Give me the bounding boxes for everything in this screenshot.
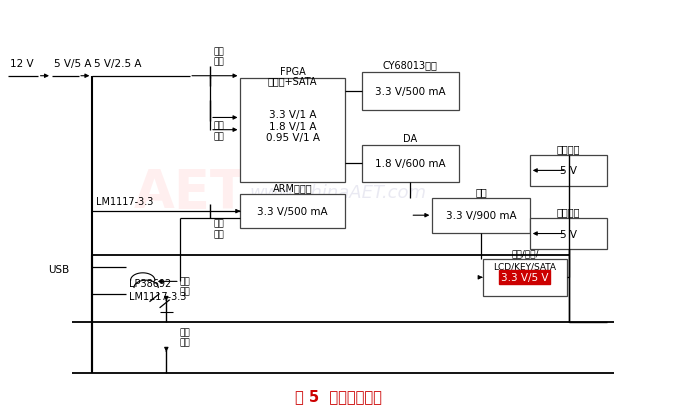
Text: 电流
检测: 电流 检测 [214, 47, 224, 66]
Bar [362, 146, 459, 182]
Text: LP38692: LP38692 [129, 279, 172, 289]
Text: 电流
检测: 电流 检测 [214, 219, 224, 238]
Text: 时钟: 时钟 [475, 187, 487, 196]
Text: 下变频板: 下变频板 [557, 207, 580, 217]
Text: 3.3 V/5 V: 3.3 V/5 V [501, 273, 548, 283]
Bar [483, 259, 567, 296]
Bar [530, 156, 607, 186]
Text: 电流
检测: 电流 检测 [180, 276, 191, 296]
Text: 5 V: 5 V [560, 166, 577, 176]
Text: LM1117-3.3: LM1117-3.3 [95, 197, 153, 207]
Text: 串口/网口/: 串口/网口/ [511, 248, 539, 257]
Text: 5 V/5 A: 5 V/5 A [54, 59, 91, 69]
Bar [530, 219, 607, 249]
Text: FPGA: FPGA [280, 67, 306, 76]
Text: ARM核心板: ARM核心板 [272, 182, 312, 192]
Text: USB: USB [49, 265, 70, 274]
Text: LM1117-3.3: LM1117-3.3 [129, 291, 187, 301]
Text: 5 V: 5 V [560, 229, 577, 239]
Text: 5 V/2.5 A: 5 V/2.5 A [94, 59, 142, 69]
Text: 1.8 V/600 mA: 1.8 V/600 mA [375, 159, 445, 169]
Text: 核心板+SATA: 核心板+SATA [268, 76, 317, 86]
Text: 电流
检测: 电流 检测 [180, 327, 191, 347]
Text: DA: DA [404, 134, 418, 144]
Text: 3.3 V/900 mA: 3.3 V/900 mA [445, 211, 516, 221]
Text: 上变频板: 上变频板 [557, 144, 580, 154]
Bar [241, 79, 345, 182]
Bar [362, 72, 459, 111]
Text: 3.3 V/1 A
1.8 V/1 A
0.95 V/1 A: 3.3 V/1 A 1.8 V/1 A 0.95 V/1 A [266, 110, 320, 143]
Text: 电流
检测: 电流 检测 [214, 121, 224, 141]
Text: 12 V: 12 V [10, 59, 34, 69]
Text: 3.3 V/500 mA: 3.3 V/500 mA [258, 207, 328, 217]
Text: www.ChinaAET.com: www.ChinaAET.com [249, 183, 427, 201]
Bar [241, 194, 345, 229]
Text: CY68013部分: CY68013部分 [383, 61, 438, 70]
Text: 3.3 V/500 mA: 3.3 V/500 mA [375, 87, 445, 97]
Text: 图 5  电源分配方案: 图 5 电源分配方案 [295, 389, 381, 404]
Text: AET: AET [133, 166, 246, 218]
Text: LCD/KEY/SATA: LCD/KEY/SATA [493, 261, 556, 270]
Bar [432, 198, 530, 233]
